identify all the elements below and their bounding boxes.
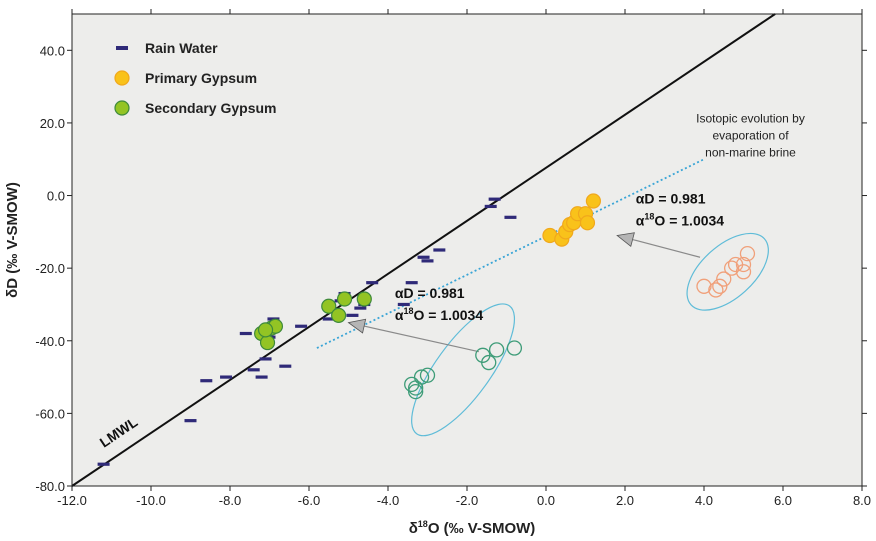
- arrow-head: [616, 232, 635, 248]
- y-tick-label: 0.0: [47, 189, 65, 204]
- arrow-shaft: [363, 325, 479, 353]
- rain-water-point: [239, 331, 252, 336]
- x-axis-title: δ18O (‰ V-SMOW): [409, 519, 536, 537]
- evolution-annotation-line: Isotopic evolution by: [696, 111, 805, 125]
- annotation-arrows: [347, 232, 701, 353]
- rain-water-point: [295, 324, 308, 328]
- annotations: Isotopic evolution by evaporation of non-m…: [395, 111, 805, 323]
- x-tick-label: 0.0: [537, 493, 555, 508]
- rain-water-point: [417, 255, 430, 259]
- rain-water-point: [247, 368, 260, 372]
- x-tick-label: -6.0: [298, 493, 320, 508]
- open-green-point: [404, 376, 420, 392]
- y-tick-label: 20.0: [40, 116, 65, 131]
- secondary-alpha-annotation-line1: αD = 0.981: [395, 285, 465, 301]
- x-tick-label: 4.0: [695, 493, 713, 508]
- x-tick-label: 6.0: [774, 493, 792, 508]
- open-green-point: [407, 380, 424, 396]
- open-orange-point: [696, 278, 712, 294]
- y-tick-label: -60.0: [35, 406, 65, 421]
- primary-alpha-annotation-line1: αD = 0.981: [636, 191, 706, 207]
- x-tick-label: -10.0: [136, 493, 166, 508]
- rain-water-point: [200, 379, 213, 383]
- arrow-head: [347, 318, 367, 334]
- open-green-point: [419, 367, 436, 383]
- x-tick-label: -4.0: [377, 493, 399, 508]
- legend-rain-marker: [116, 46, 128, 50]
- rain-water-point: [279, 364, 292, 368]
- secondary-alpha-annotation-line2: α18O = 1.0034: [395, 306, 484, 323]
- open-orange-point: [712, 278, 728, 294]
- primary-gypsum-point: [585, 193, 602, 209]
- evolution-annotation-line: evaporation of: [712, 128, 789, 142]
- x-tick-label: -2.0: [456, 493, 478, 508]
- open-green-point: [407, 383, 424, 400]
- legend-label: Secondary Gypsum: [145, 100, 277, 116]
- rain-water-point: [421, 259, 434, 263]
- arrow-shaft: [632, 238, 701, 258]
- rain-water-point: [97, 462, 110, 466]
- rain-water-point: [184, 419, 197, 423]
- lmwl-line: [71, 13, 776, 487]
- x-tick-label: -12.0: [57, 493, 87, 508]
- rain-water-point: [504, 215, 517, 219]
- legend-secondary-marker: [114, 100, 130, 116]
- primary-gypsum-point: [579, 215, 596, 231]
- y-tick-label: -20.0: [35, 261, 65, 276]
- open-orange-point: [739, 245, 756, 262]
- y-tick-label: -40.0: [35, 334, 65, 349]
- x-tick-label: 8.0: [853, 493, 871, 508]
- rain-water-point: [433, 248, 446, 252]
- plot-frame: [71, 13, 863, 487]
- axis-titles: δ18O (‰ V-SMOW) δD (‰ V-SMOW): [4, 182, 535, 537]
- secondary-gypsum-point: [331, 307, 347, 323]
- open-green-point: [488, 342, 505, 358]
- secondary-gypsum-point: [257, 322, 274, 338]
- axis-ticks: -12.0 -10.0 -8.0 -6.0 -4.0 -2.0 0.0 2.0 4.0 6.0 8.…: [35, 9, 871, 508]
- open-orange-point: [708, 282, 724, 298]
- secondary-cluster-ellipse: [411, 303, 516, 437]
- rain-water-point: [484, 204, 497, 209]
- rain-water-point: [322, 317, 335, 321]
- rain-water-point: [405, 281, 418, 285]
- secondary-gypsum-point: [356, 291, 372, 307]
- legend: Rain Water Primary Gypsum Secondary Gypsum: [114, 40, 277, 116]
- y-tick-label: -80.0: [35, 479, 65, 494]
- rain-water-point: [255, 375, 268, 379]
- rain-water-point: [259, 357, 272, 361]
- open-orange-point: [716, 271, 732, 287]
- x-tick-label: -8.0: [219, 493, 241, 508]
- secondary-gypsum-point: [321, 298, 337, 314]
- open-green-point: [506, 340, 523, 356]
- rain-water-point: [397, 302, 410, 307]
- legend-label: Primary Gypsum: [145, 70, 257, 86]
- cluster-ellipses: [411, 232, 769, 437]
- x-tick-label: 2.0: [616, 493, 634, 508]
- rain-water-point: [346, 313, 359, 317]
- y-tick-label: 40.0: [40, 43, 65, 58]
- evolution-annotation-line: non-marine brine: [705, 145, 796, 159]
- primary-alpha-annotation-line2: α18O = 1.0034: [636, 212, 725, 229]
- open-orange-point: [735, 264, 752, 280]
- rain-water-point: [220, 375, 233, 379]
- secondary-gypsum-point: [259, 334, 276, 351]
- open-orange-point: [724, 260, 740, 276]
- open-green-point: [481, 354, 497, 371]
- legend-label: Rain Water: [145, 40, 218, 56]
- data-points: [97, 193, 756, 466]
- rain-water-point: [354, 306, 367, 310]
- open-orange-point: [735, 256, 752, 273]
- rain-water-point: [488, 197, 501, 201]
- y-axis-title: δD (‰ V-SMOW): [4, 182, 21, 298]
- secondary-gypsum-point: [336, 291, 353, 307]
- legend-primary-marker: [114, 70, 130, 86]
- rain-water-point: [366, 281, 379, 285]
- primary-cluster-ellipse: [686, 232, 769, 311]
